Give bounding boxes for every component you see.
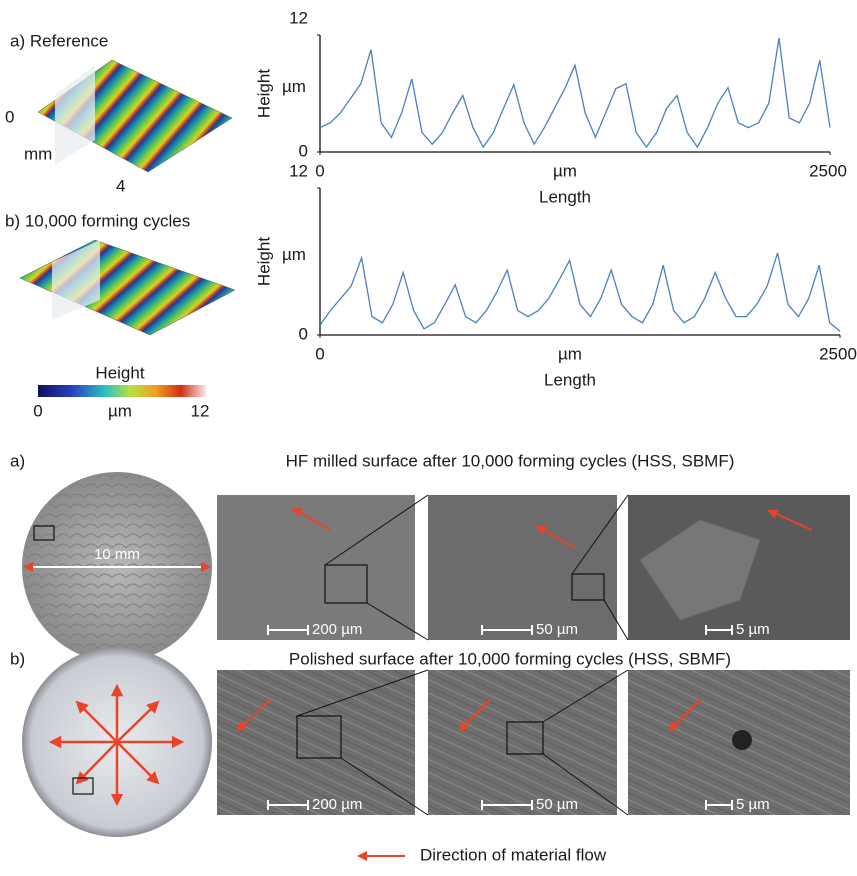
defect	[732, 730, 752, 750]
y-unit: µm	[282, 77, 306, 96]
colorbar-label: µm	[108, 401, 132, 420]
profile-line	[320, 253, 840, 331]
row-label: a)	[10, 451, 25, 470]
profile-line	[320, 38, 830, 147]
x-tick-label: 0	[315, 344, 324, 363]
x-unit: µm	[558, 344, 582, 363]
x-tick-label: 2500	[819, 344, 857, 363]
colorbar-label: 12	[191, 401, 210, 420]
y-label: Height	[254, 237, 273, 286]
caption: HF milled surface after 10,000 forming c…	[286, 451, 735, 470]
colorbar	[38, 385, 206, 397]
y-unit: µm	[282, 245, 306, 264]
axis-label: 4	[116, 176, 125, 195]
y-tick-label: 12	[289, 161, 308, 180]
scale-label: 5 µm	[736, 796, 770, 813]
figure: a) Reference 0 mm 4 b) 10,000 forming cy…	[0, 0, 857, 876]
sem-image	[428, 495, 617, 640]
scale-label: 5 µm	[736, 621, 770, 638]
dimension-label: 10 mm	[94, 546, 140, 563]
x-tick-label: 2500	[809, 161, 847, 180]
y-tick-label: 0	[299, 324, 308, 343]
x-label: Length	[539, 187, 591, 206]
sem-image	[217, 670, 415, 815]
colorbar-title: Height	[95, 363, 144, 382]
x-label: Length	[544, 370, 596, 389]
sem-image	[428, 670, 617, 815]
colorbar-label: 0	[33, 401, 42, 420]
scale-label: 200 µm	[312, 796, 362, 813]
scale-label: 50 µm	[536, 621, 578, 638]
legend-label: Direction of material flow	[420, 845, 607, 864]
label: b) 10,000 forming cycles	[5, 211, 190, 230]
label: a) Reference	[10, 31, 108, 50]
row-label: b)	[10, 649, 25, 668]
y-label: Height	[254, 69, 273, 118]
caption: Polished surface after 10,000 forming cy…	[289, 649, 731, 668]
scale-label: 200 µm	[312, 621, 362, 638]
y-tick-label: 0	[299, 141, 308, 160]
x-tick-label: 0	[315, 161, 324, 180]
sem-image	[217, 495, 415, 640]
scale-label: 50 µm	[536, 796, 578, 813]
section-plane	[55, 65, 95, 165]
y-tick-label: 12	[289, 8, 308, 27]
x-unit: µm	[553, 161, 577, 180]
axis-label: mm	[24, 144, 52, 163]
axis-label: 0	[5, 107, 14, 126]
